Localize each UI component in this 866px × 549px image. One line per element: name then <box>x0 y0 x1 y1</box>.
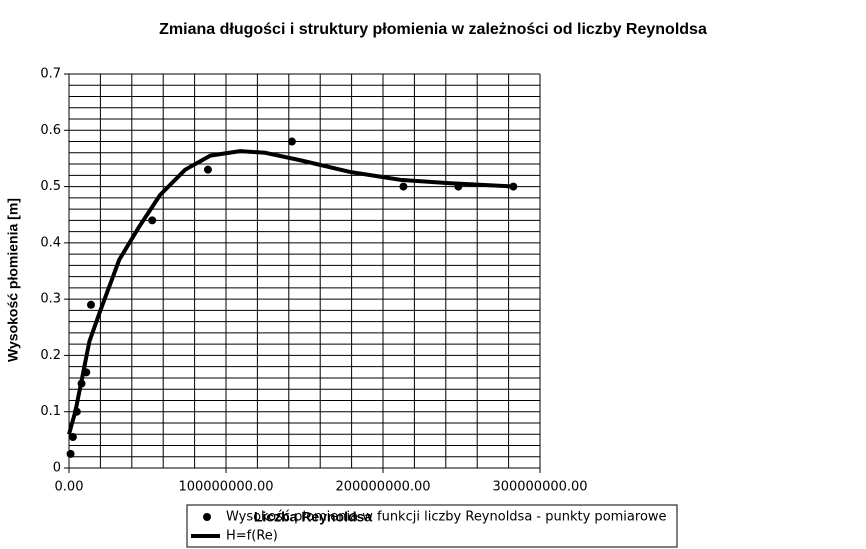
data-point <box>287 137 296 146</box>
data-point <box>148 216 157 225</box>
data-point <box>399 182 408 191</box>
y-tick-label: 0.3 <box>40 292 61 307</box>
legend-box <box>186 504 678 548</box>
data-point <box>203 165 212 174</box>
data-point <box>66 449 75 458</box>
y-tick-label: 0 <box>53 461 61 476</box>
legend-marker <box>203 513 211 521</box>
y-tick-label: 0.1 <box>40 404 61 419</box>
data-point <box>86 300 95 309</box>
x-tick-label: 300000000.00 <box>492 480 587 495</box>
y-tick-label: 0.6 <box>40 123 61 138</box>
x-axis-label: Liczba Reynoldsa <box>254 509 372 525</box>
legend-label: H=f(Re) <box>226 529 278 544</box>
data-point <box>68 433 77 442</box>
y-tick-label: 0.2 <box>40 348 61 363</box>
y-tick-label: 0.5 <box>40 179 61 194</box>
y-tick-label: 0.7 <box>40 67 61 82</box>
y-tick-label: 0.4 <box>40 235 61 250</box>
y-axis-label: Wysokość płomienia [m] <box>5 198 21 362</box>
chart-title: Zmiana długości i struktury płomienia w … <box>159 21 707 38</box>
x-tick-label: 200000000.00 <box>335 480 430 495</box>
legend-label: Wysokość płomienia w funkcji liczby Reyn… <box>226 510 667 525</box>
data-line <box>67 149 515 435</box>
x-tick-label: 100000000.00 <box>178 480 273 495</box>
x-tick-label: 0.00 <box>55 480 84 495</box>
